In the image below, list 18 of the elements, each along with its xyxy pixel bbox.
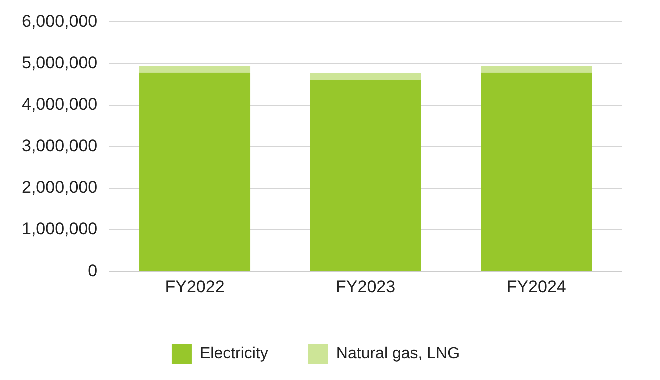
bar [481,66,592,73]
bar [310,73,422,80]
bar [481,72,592,272]
y-tick-label: 5,000,000 [22,53,98,72]
y-tick-label: 1,000,000 [22,220,98,239]
x-tick-label: FY2023 [336,277,396,296]
y-tick-label: 4,000,000 [22,95,98,114]
bar [310,80,422,272]
x-tick-label: FY2024 [506,277,566,296]
bar [140,66,251,73]
y-tick-label: 6,000,000 [22,12,98,31]
y-tick-label: 2,000,000 [22,178,98,198]
y-tick-label: 0 [88,261,98,280]
legend-label: Electricity [200,345,268,362]
y-tick-label: 3,000,000 [22,136,98,156]
x-tick-label: FY2022 [165,277,225,296]
legend-label: Natural gas, LNG [336,345,460,362]
bar [140,72,251,272]
